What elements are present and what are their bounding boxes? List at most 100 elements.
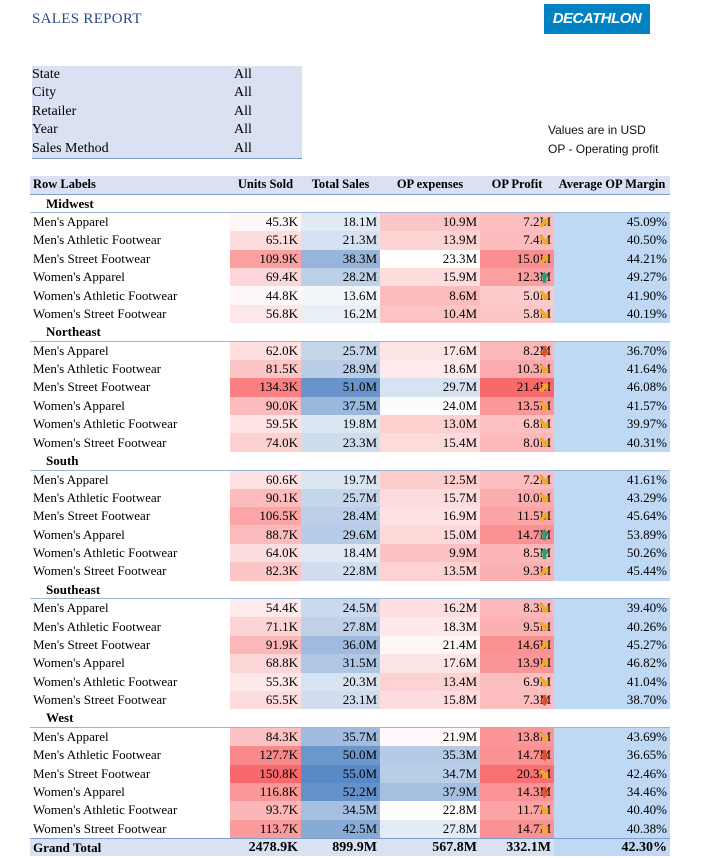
- table-row[interactable]: Men's Athletic Footwear 127.7K 50.0M 35.3M 1…: [30, 746, 670, 765]
- op-profit-cell[interactable]: 7.2M: [480, 470, 554, 489]
- row-label[interactable]: Men's Apparel: [33, 342, 109, 358]
- table-row[interactable]: Men's Athletic Footwear 81.5K 28.9M 18.6M 10…: [30, 359, 670, 379]
- units-sold-cell[interactable]: 65.5K: [230, 690, 301, 710]
- op-expenses-cell[interactable]: 13.9M: [380, 231, 480, 250]
- total-sales-cell[interactable]: 27.8M: [301, 617, 380, 636]
- op-profit-cell[interactable]: 20.3M: [480, 764, 554, 783]
- op-profit-cell[interactable]: 5.8M: [480, 304, 554, 324]
- op-profit-cell[interactable]: 13.8M: [480, 727, 554, 747]
- op-expenses-cell[interactable]: 15.8M: [380, 690, 480, 710]
- region-label[interactable]: Midwest: [30, 194, 670, 214]
- table-row[interactable]: Men's Apparel 54.4K 24.5M 16.2M 8.3M 39.40%: [30, 598, 670, 618]
- average-op-margin-cell[interactable]: 50.26%: [554, 543, 670, 563]
- row-label[interactable]: Men's Street Footwear: [33, 379, 151, 395]
- op-expenses-cell[interactable]: 21.4M: [380, 635, 480, 655]
- row-label[interactable]: Women's Athletic Footwear: [33, 545, 178, 560]
- op-profit-cell[interactable]: 10.3M: [480, 359, 554, 379]
- op-profit-cell[interactable]: 9.3M: [480, 562, 554, 581]
- op-expenses-cell[interactable]: 13.0M: [380, 415, 480, 434]
- total-sales-cell[interactable]: 42.5M: [301, 819, 380, 839]
- row-label[interactable]: Women's Street Footwear: [33, 820, 167, 836]
- op-expenses-cell[interactable]: 35.3M: [380, 746, 480, 765]
- table-row[interactable]: Women's Street Footwear 74.0K 23.3M 15.4M 8.…: [30, 433, 670, 452]
- op-expenses-cell[interactable]: 12.5M: [380, 470, 480, 489]
- total-sales-cell[interactable]: 25.7M: [301, 488, 380, 508]
- filter-row[interactable]: Year All: [32, 121, 302, 140]
- region-header-row[interactable]: Northeast: [30, 323, 670, 343]
- units-sold-cell[interactable]: 65.1K: [230, 231, 301, 250]
- row-label[interactable]: Women's Apparel: [33, 784, 125, 800]
- table-row[interactable]: Women's Athletic Footwear 93.7K 34.5M 22.8M…: [30, 801, 670, 820]
- filter-value[interactable]: All: [234, 85, 252, 101]
- total-sales-cell[interactable]: 18.1M: [301, 212, 380, 232]
- average-op-margin-cell[interactable]: 43.69%: [554, 727, 670, 747]
- op-expenses-cell[interactable]: 34.7M: [380, 764, 480, 783]
- total-sales-cell[interactable]: 19.7M: [301, 470, 380, 489]
- op-expenses-cell[interactable]: 13.5M: [380, 562, 480, 581]
- header-row-labels[interactable]: Row Labels: [30, 176, 230, 195]
- region-header-row[interactable]: South: [30, 451, 670, 471]
- row-label[interactable]: Men's Street Footwear: [33, 250, 151, 266]
- total-sales-cell[interactable]: 13.6M: [301, 286, 380, 305]
- row-label[interactable]: Women's Athletic Footwear: [33, 802, 178, 818]
- table-row[interactable]: Men's Apparel 60.6K 19.7M 12.5M 7.2M 41.61%: [30, 470, 670, 489]
- op-profit-cell[interactable]: 14.7M: [480, 746, 554, 765]
- filter-row[interactable]: Sales Method All: [32, 139, 302, 158]
- op-expenses-cell[interactable]: 17.6M: [380, 654, 480, 673]
- total-sales-cell[interactable]: 23.1M: [301, 690, 380, 710]
- filter-row[interactable]: State All: [32, 66, 302, 85]
- units-sold-cell[interactable]: 90.1K: [230, 488, 301, 508]
- row-label[interactable]: Women's Apparel: [33, 655, 125, 671]
- header-total-sales[interactable]: Total Sales: [301, 176, 380, 195]
- table-row[interactable]: Men's Apparel 84.3K 35.7M 21.9M 13.8M 43.69%: [30, 727, 670, 747]
- op-profit-cell[interactable]: 11.5M: [480, 507, 554, 526]
- total-sales-cell[interactable]: 55.0M: [301, 764, 380, 783]
- op-profit-cell[interactable]: 13.9M: [480, 654, 554, 673]
- average-op-margin-cell[interactable]: 36.70%: [554, 341, 670, 360]
- units-sold-cell[interactable]: 81.5K: [230, 359, 301, 379]
- table-row[interactable]: Women's Apparel 90.0K 37.5M 24.0M 13.5M 41.57…: [30, 396, 670, 416]
- total-sales-cell[interactable]: 23.3M: [301, 433, 380, 452]
- average-op-margin-cell[interactable]: 45.64%: [554, 507, 670, 526]
- row-label[interactable]: Women's Street Footwear: [33, 305, 167, 321]
- row-label[interactable]: Men's Apparel: [33, 214, 109, 230]
- row-label[interactable]: Men's Athletic Footwear: [33, 232, 161, 248]
- total-sales-cell[interactable]: 51.0M: [301, 378, 380, 397]
- total-sales-cell[interactable]: 38.3M: [301, 249, 380, 268]
- op-profit-cell[interactable]: 5.0M: [480, 286, 554, 305]
- average-op-margin-cell[interactable]: 41.64%: [554, 359, 670, 379]
- header-units-sold[interactable]: Units Sold: [230, 176, 301, 195]
- units-sold-cell[interactable]: 82.3K: [230, 562, 301, 581]
- units-sold-cell[interactable]: 150.8K: [230, 764, 301, 783]
- op-expenses-cell[interactable]: 29.7M: [380, 378, 480, 397]
- units-sold-cell[interactable]: 74.0K: [230, 433, 301, 452]
- table-row[interactable]: Women's Apparel 68.8K 31.5M 17.6M 13.9M 46.82…: [30, 654, 670, 673]
- table-row[interactable]: Women's Street Footwear 82.3K 22.8M 13.5M 9.…: [30, 562, 670, 581]
- average-op-margin-cell[interactable]: 46.08%: [554, 378, 670, 397]
- op-profit-cell[interactable]: 6.9M: [480, 672, 554, 691]
- total-sales-cell[interactable]: 28.9M: [301, 359, 380, 379]
- average-op-margin-cell[interactable]: 41.90%: [554, 286, 670, 305]
- average-op-margin-cell[interactable]: 45.09%: [554, 212, 670, 232]
- row-label[interactable]: Women's Apparel: [33, 526, 125, 542]
- average-op-margin-cell[interactable]: 46.82%: [554, 654, 670, 673]
- region-label[interactable]: West: [30, 709, 670, 729]
- header-average-op-margin[interactable]: Average OP Margin: [554, 176, 670, 195]
- op-profit-cell[interactable]: 8.2M: [480, 341, 554, 360]
- op-expenses-cell[interactable]: 13.4M: [380, 672, 480, 691]
- table-row[interactable]: Men's Street Footwear 109.9K 38.3M 23.3M 15.…: [30, 249, 670, 268]
- total-sales-cell[interactable]: 31.5M: [301, 654, 380, 673]
- table-row[interactable]: Women's Apparel 116.8K 52.2M 37.9M 14.3M 34.4…: [30, 782, 670, 802]
- table-row[interactable]: Women's Street Footwear 113.7K 42.5M 27.8M 1…: [30, 819, 670, 839]
- op-expenses-cell[interactable]: 15.9M: [380, 267, 480, 287]
- units-sold-cell[interactable]: 113.7K: [230, 819, 301, 839]
- table-row[interactable]: Women's Apparel 88.7K 29.6M 15.0M 14.7M 53.89…: [30, 525, 670, 544]
- table-row[interactable]: Women's Street Footwear 56.8K 16.2M 10.4M 5.…: [30, 304, 670, 324]
- op-expenses-cell[interactable]: 8.6M: [380, 286, 480, 305]
- grand-total-row[interactable]: Grand Total 2478.9K 899.9M 567.8M 332.1M 42.3…: [30, 837, 670, 857]
- op-profit-cell[interactable]: 12.3M: [480, 267, 554, 287]
- op-profit-cell[interactable]: 14.7M: [480, 525, 554, 544]
- units-sold-cell[interactable]: 91.9K: [230, 635, 301, 655]
- op-expenses-cell[interactable]: 16.2M: [380, 598, 480, 618]
- average-op-margin-cell[interactable]: 40.50%: [554, 231, 670, 250]
